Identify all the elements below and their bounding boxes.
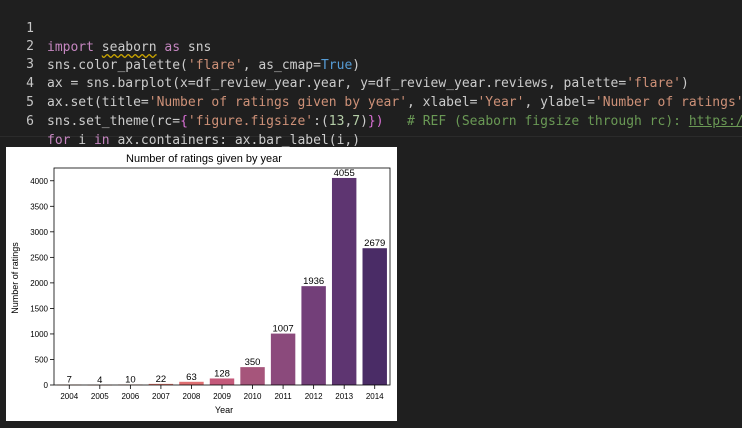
bar: [362, 248, 387, 385]
cell-output: Number of ratings given by year Year Num…: [6, 147, 397, 421]
code-text[interactable]: ax = sns.barplot(x=df_review_year.year, …: [47, 76, 689, 91]
x-tick-label: 2013: [335, 392, 353, 401]
x-tick-label: 2004: [60, 392, 78, 401]
bar: [148, 383, 174, 385]
ref-link[interactable]: https://s: [688, 114, 742, 129]
bar-label: 1007: [273, 324, 294, 335]
bar-label: 4055: [334, 168, 355, 179]
x-tick-label: 2010: [244, 392, 262, 401]
bar-label: 1936: [303, 276, 324, 287]
y-tick-label: 3500: [30, 202, 48, 211]
bar-chart: Number of ratings given by year Year Num…: [10, 153, 391, 415]
y-tick-label: 4000: [30, 177, 48, 186]
y-tick-label: 1500: [30, 304, 48, 313]
bar-label: 4: [97, 375, 102, 386]
bar-label: 22: [156, 374, 167, 385]
code-line-5[interactable]: 5 sns.set_theme(rc={'figure.figsize':(13…: [0, 74, 742, 129]
y-tick-label: 1000: [30, 330, 48, 339]
x-tick-label: 2006: [121, 392, 139, 401]
x-tick-label: 2008: [183, 392, 201, 401]
line-number: 1: [26, 21, 34, 36]
x-tick-label: 2009: [213, 392, 231, 401]
line-number: 6: [26, 114, 34, 129]
bar: [240, 367, 265, 385]
x-tick-label: 2014: [366, 392, 384, 401]
line-number: 2: [26, 39, 34, 54]
code-text[interactable]: sns.color_palette('flare', as_cmap=True): [47, 58, 361, 73]
code-line-3[interactable]: 3 ax = sns.barplot(x=df_review_year.year…: [0, 36, 742, 91]
bar-label: 10: [125, 374, 136, 385]
x-tick-label: 2005: [91, 392, 109, 401]
x-axis-label: Year: [215, 405, 233, 415]
code-line-4[interactable]: 4 ax.set(title='Number of ratings given …: [0, 55, 742, 110]
plot-frame: [53, 167, 391, 386]
line-number: 5: [26, 95, 34, 110]
y-tick-label: 0: [44, 381, 49, 390]
bar-label: 7: [67, 375, 72, 386]
code-text[interactable]: for i in ax.containers: ax.bar_label(i,): [47, 133, 361, 148]
y-tick-label: 2500: [30, 253, 48, 262]
chart-title: Number of ratings given by year: [126, 153, 282, 165]
bar-label: 350: [245, 357, 261, 368]
bar: [270, 333, 296, 385]
bar-label: 128: [214, 368, 230, 379]
code-line-1[interactable]: 1 import seaborn as sns: [0, 0, 742, 55]
line-number: 4: [26, 76, 34, 91]
code-line-2[interactable]: 2 sns.color_palette('flare', as_cmap=Tru…: [0, 18, 742, 73]
code-text[interactable]: sns.set_theme(rc={'figure.figsize':(13,7…: [47, 112, 742, 131]
code-line-6[interactable]: 6 for i in ax.containers: ax.bar_label(i…: [0, 93, 742, 148]
x-tick-label: 2012: [305, 392, 323, 401]
code-text[interactable]: import seaborn as sns: [47, 40, 212, 55]
code-editor[interactable]: 1 import seaborn as sns 2 sns.color_pale…: [0, 0, 742, 148]
code-text[interactable]: ax.set(title='Number of ratings given by…: [47, 95, 742, 110]
bar-label: 2679: [364, 238, 385, 249]
x-tick-label: 2011: [274, 392, 292, 401]
line-number: 3: [26, 57, 34, 72]
bar: [209, 378, 235, 385]
bar: [301, 286, 326, 385]
bar: [331, 177, 357, 385]
y-tick-label: 500: [35, 355, 49, 364]
bar: [179, 381, 204, 385]
y-axis-label: Number of ratings: [10, 242, 20, 314]
y-tick-label: 2000: [30, 279, 48, 288]
y-tick-label: 3000: [30, 228, 48, 237]
bar-label: 63: [186, 372, 197, 383]
x-tick-label: 2007: [152, 392, 170, 401]
